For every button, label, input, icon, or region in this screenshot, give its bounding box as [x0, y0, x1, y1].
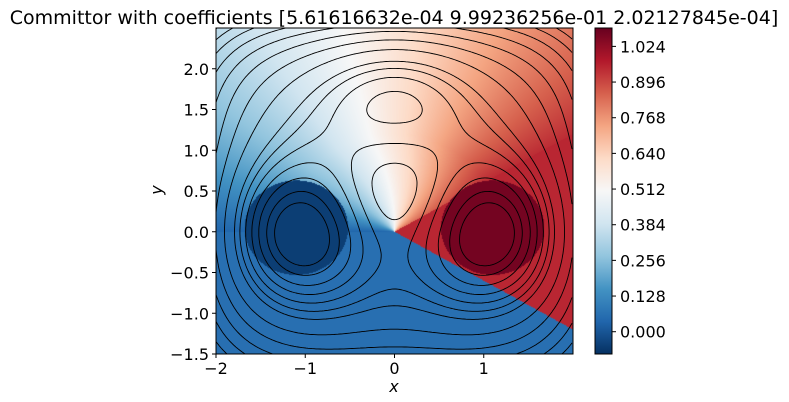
- colorbar: 0.000 0.128 0.256 0.384 0.512 0.640 0.768 0.896…: [594, 27, 666, 355]
- y-tick-label: −1.5: [170, 345, 209, 364]
- colorbar-tick-label: 0.768: [620, 109, 666, 128]
- colorbar-tick-label: 0.512: [620, 180, 666, 199]
- colorbar-tick-label: 0.384: [620, 216, 666, 235]
- y-tick-label: 0.0: [184, 223, 209, 242]
- contour-line: [258, 177, 531, 286]
- colorbar-ticks: 0.000 0.128 0.256 0.384 0.512 0.640 0.768 0.896…: [612, 37, 666, 342]
- colorbar-tick-label: 0.000: [620, 323, 666, 342]
- colorbar-tick-label: 0.896: [620, 73, 666, 92]
- contour-line: [216, 30, 573, 354]
- y-axis: −1.5 −1.0 −0.5 0.0 0.5 1.0 1.5 2.0: [170, 60, 216, 364]
- contour-line: [224, 49, 565, 336]
- contour-line: [239, 67, 550, 312]
- colorbar-tick-label: 0.128: [620, 287, 666, 306]
- contour-line: [274, 202, 515, 267]
- y-tick-label: 1.0: [184, 141, 209, 160]
- plot-area: [215, 27, 574, 355]
- contour-line: [216, 28, 573, 354]
- contour-line: [234, 60, 555, 320]
- y-tick-label: 1.5: [184, 101, 209, 120]
- y-axis-label: y: [147, 185, 166, 196]
- contour-line: [216, 28, 573, 354]
- contour-line: [245, 76, 544, 304]
- colorbar-frame: [594, 27, 613, 355]
- y-tick-label: 0.5: [184, 182, 209, 201]
- chart-title: Committor with coefficients [5.61616632e…: [10, 7, 778, 29]
- y-tick-label: 2.0: [184, 60, 209, 79]
- contour-line: [216, 28, 573, 54]
- y-tick-label: −0.5: [170, 264, 209, 283]
- contour-line: [266, 190, 523, 276]
- x-tick-label: −1: [293, 359, 317, 378]
- colorbar-tick-label: 0.256: [620, 251, 666, 270]
- colorbar-tick-label: 1.024: [620, 37, 666, 56]
- colorbar-gradient: [595, 28, 612, 354]
- x-tick-label: −2: [204, 359, 228, 378]
- x-tick-label: 0: [389, 359, 399, 378]
- x-tick-label: 1: [479, 359, 489, 378]
- x-axis: −2 −1 0 1: [204, 354, 489, 378]
- x-axis-label: x: [388, 377, 399, 396]
- y-tick-label: −1.0: [170, 304, 209, 323]
- contour-line: [251, 90, 538, 295]
- colorbar-tick-label: 0.640: [620, 144, 666, 163]
